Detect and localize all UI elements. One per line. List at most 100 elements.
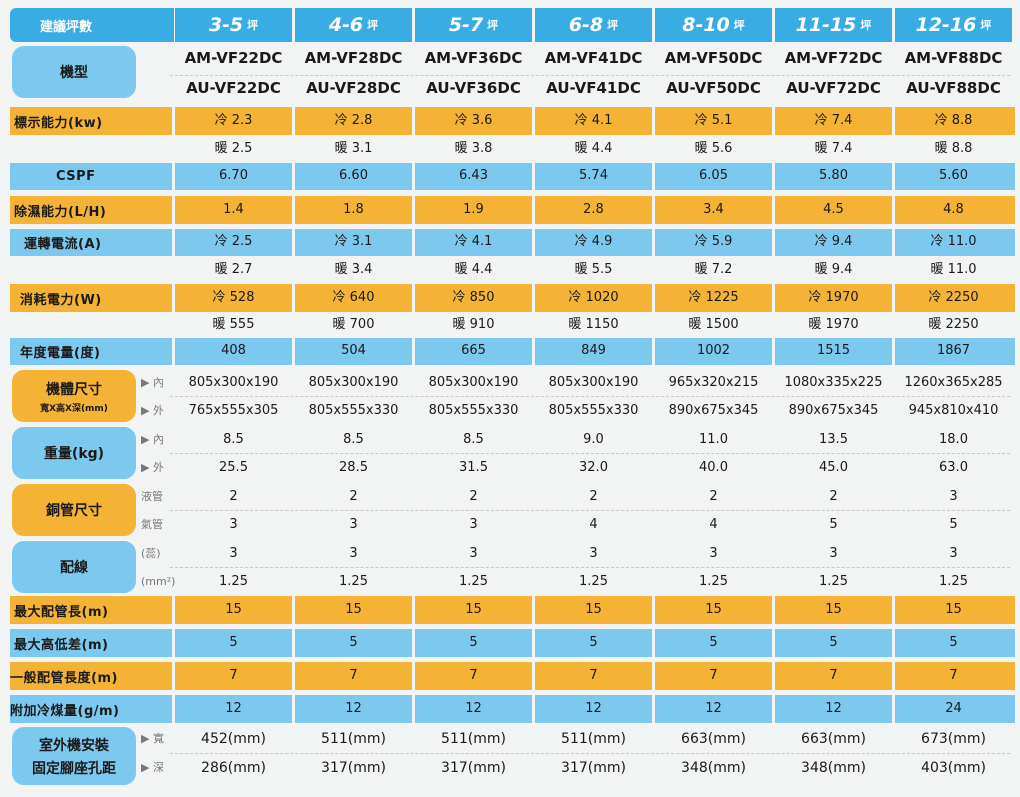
weight-indoor-cell: 18.0 [939, 432, 968, 447]
column-separator [772, 196, 775, 224]
wiring-count-cell: 3 [709, 546, 718, 561]
column-separator [532, 338, 535, 365]
refrigerant-cell: 12 [345, 701, 362, 716]
column-separator [412, 662, 415, 690]
column-separator [772, 629, 775, 657]
column-separator [292, 196, 295, 224]
column-separator [412, 629, 415, 657]
current-cool-cell: 冷 2.5 [214, 234, 253, 249]
current-heat-cell: 暖 11.0 [930, 262, 977, 277]
pipe-liquid-tag: 液管 [141, 490, 163, 503]
power-cool-cell: 冷 850 [452, 290, 495, 305]
model-indoor-cell: AM-VF28DC [304, 49, 403, 67]
dehumid-cell: 4.8 [943, 202, 964, 217]
annual-cell: 1002 [696, 343, 731, 358]
header-range-cell: 12-16 坪 [895, 8, 1012, 42]
annual-band: 年度電量(度) [10, 338, 1015, 365]
range-unit: 坪 [487, 19, 499, 32]
size-indoor-cell: 965x320x215 [668, 375, 759, 390]
pipe-gas-cell: 5 [829, 517, 838, 532]
max-height-band: 最大高低差(m) [10, 629, 1015, 657]
mount-width-cell: 673(mm) [921, 731, 986, 747]
column-separator [652, 229, 655, 256]
model-outdoor-cell: AU-VF36DC [426, 79, 521, 97]
max-height-cell: 5 [349, 635, 358, 650]
capacity-heat-cell: 暖 5.6 [694, 141, 733, 156]
std-pipe-cell: 7 [829, 668, 838, 683]
mount-width-cell: 511(mm) [441, 731, 506, 747]
annual-cell: 1515 [816, 343, 851, 358]
capacity-cool-cell: 冷 8.8 [934, 113, 973, 128]
column-separator [652, 629, 655, 657]
size-indoor-cell: 1260x365x285 [904, 375, 1003, 390]
column-separator [892, 662, 895, 690]
refrigerant-cell: 24 [945, 701, 962, 716]
model-indoor-cell: AM-VF22DC [184, 49, 283, 67]
column-separator [772, 163, 775, 190]
model-outdoor-cell: AU-VF88DC [906, 79, 1001, 97]
weight-outdoor-tag: ▶ 外 [141, 461, 164, 474]
column-separator [652, 284, 655, 312]
range-unit: 坪 [607, 19, 619, 32]
weight-indoor-cell: 8.5 [343, 432, 364, 447]
refrigerant-cell: 12 [225, 701, 242, 716]
mount-depth-cell: 348(mm) [681, 760, 746, 776]
column-separator [892, 284, 895, 312]
wiring-area-cell: 1.25 [459, 574, 488, 589]
max-height-cell: 5 [469, 635, 478, 650]
weight-indoor-cell: 11.0 [699, 432, 728, 447]
max-pipe-cell: 15 [825, 602, 842, 617]
column-separator [892, 196, 895, 224]
cspf-cell: 5.80 [819, 168, 848, 183]
annual-label: 年度電量(度) [20, 346, 101, 361]
size-outdoor-cell: 805x555x330 [548, 403, 639, 418]
pipe-liquid-cell: 2 [229, 489, 238, 504]
pipe-gas-tag: 氣管 [141, 518, 163, 531]
capacity-heat-cell: 暖 3.8 [454, 141, 493, 156]
power-band: 消耗電力(W) [10, 284, 1015, 312]
pipe-gas-cell: 3 [469, 517, 478, 532]
dehumid-label: 除濕能力(L/H) [14, 204, 107, 220]
max-pipe-cell: 15 [345, 602, 362, 617]
dehumid-band: 除濕能力(L/H) [10, 196, 1015, 224]
capacity-cool-cell: 冷 7.4 [814, 113, 853, 128]
refrigerant-cell: 12 [705, 701, 722, 716]
std-pipe-cell: 7 [709, 668, 718, 683]
pipe-label: 銅管尺寸 [12, 484, 136, 536]
cspf-cell: 6.60 [339, 168, 368, 183]
wiring-label: 配線 [12, 541, 136, 593]
refrigerant-label: 附加冷煤量(g/m) [10, 703, 120, 719]
divider [170, 75, 1010, 76]
column-separator [412, 284, 415, 312]
weight-indoor-tag: ▶ 內 [141, 433, 164, 446]
power-heat-cell: 暖 1500 [688, 317, 739, 332]
std-pipe-cell: 7 [349, 668, 358, 683]
column-separator [772, 284, 775, 312]
header-label: 建議坪數 [10, 8, 174, 42]
weight-outdoor-cell: 31.5 [459, 460, 488, 475]
column-separator [532, 629, 535, 657]
cspf-cell: 5.74 [579, 168, 608, 183]
mount-depth-cell: 317(mm) [561, 760, 626, 776]
power-cool-cell: 冷 2250 [928, 290, 979, 305]
column-separator [172, 695, 175, 723]
mount-label: 室外機安裝 固定腳座孔距 [12, 727, 136, 785]
weight-outdoor-cell: 28.5 [339, 460, 368, 475]
weight-indoor-cell: 13.5 [819, 432, 848, 447]
mount-depth-cell: 403(mm) [921, 760, 986, 776]
wiring-area-cell: 1.25 [339, 574, 368, 589]
range-value: 5-7 [448, 14, 484, 36]
capacity-cool-cell: 冷 3.6 [454, 113, 493, 128]
model-outdoor-cell: AU-VF28DC [306, 79, 401, 97]
size-outdoor-cell: 805x555x330 [428, 403, 519, 418]
max-height-cell: 5 [229, 635, 238, 650]
column-separator [892, 695, 895, 723]
model-outdoor-cell: AU-VF22DC [186, 79, 281, 97]
column-separator [532, 163, 535, 190]
wiring-count-tag: (蕊) [141, 547, 161, 560]
model-outdoor-cell: AU-VF50DC [666, 79, 761, 97]
pipe-liquid-cell: 2 [709, 489, 718, 504]
mount-width-tag: ▶ 寬 [141, 732, 164, 745]
header-range-cell: 4-6 坪 [295, 8, 412, 42]
weight-outdoor-cell: 25.5 [219, 460, 248, 475]
